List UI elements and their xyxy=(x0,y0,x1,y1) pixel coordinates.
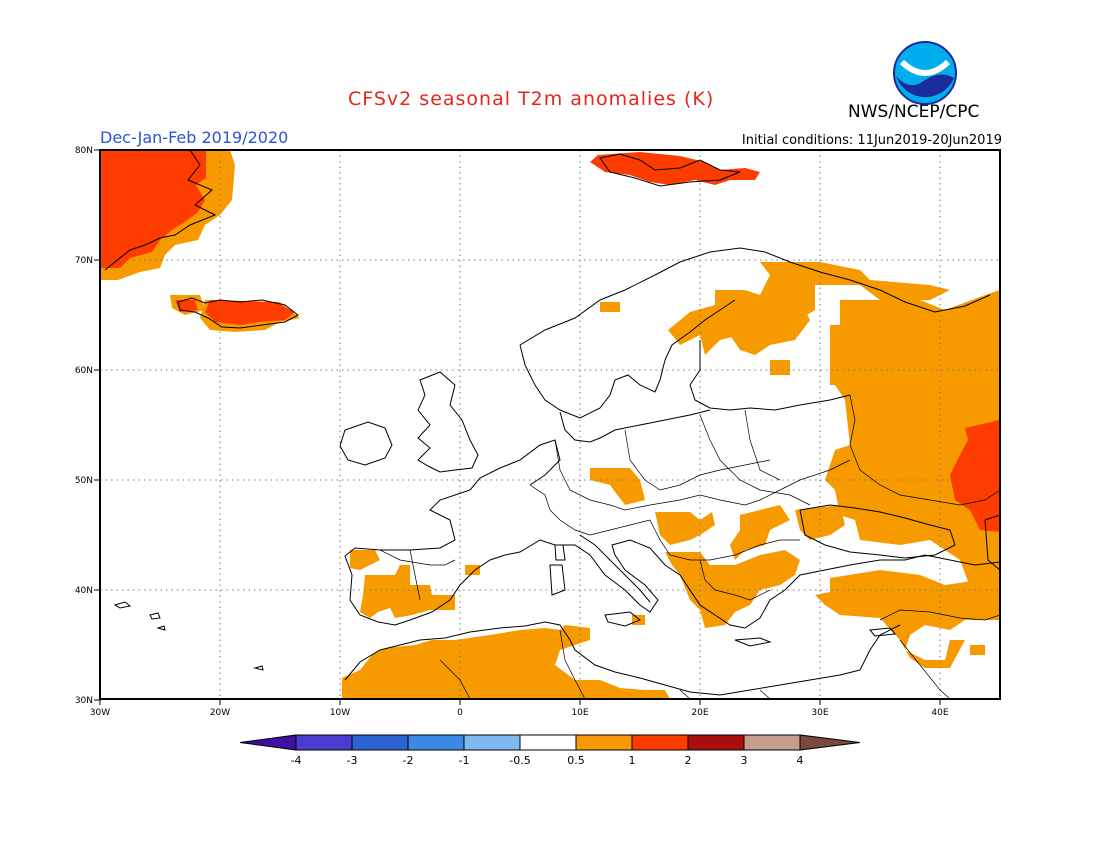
colorbar-tick-label: -0.5 xyxy=(509,754,530,767)
colorbar-cell xyxy=(519,734,577,751)
lat-label: 60N xyxy=(75,366,93,376)
coastlines xyxy=(104,150,1000,696)
colorbar-cell xyxy=(407,734,465,751)
colorbar-tick-label: 0.5 xyxy=(567,754,585,767)
lon-label: 30W xyxy=(90,708,110,718)
chart-title: CFSv2 seasonal T2m anomalies (K) xyxy=(348,88,715,110)
colorbar-cell xyxy=(351,734,409,751)
lon-label: 20E xyxy=(691,708,708,718)
lat-label: 50N xyxy=(75,476,93,486)
lon-label: 10W xyxy=(330,708,350,718)
lon-label: 40E xyxy=(931,708,948,718)
colorbar-tick-label: 1 xyxy=(629,754,636,767)
noaa-logo xyxy=(893,41,957,105)
lon-label: 0 xyxy=(457,708,463,718)
initial-conditions: Initial conditions: 11Jun2019-20Jun2019 xyxy=(741,133,1002,148)
lat-label: 70N xyxy=(75,256,93,266)
longitude-axis: 30W 20W 10W 0 10E 20E 30E 40E xyxy=(90,699,949,718)
colorbar-cell xyxy=(463,734,521,751)
lon-label: 10E xyxy=(571,708,588,718)
colorbar-tick-label: 3 xyxy=(741,754,748,767)
colorbar-tick-label: -4 xyxy=(291,754,302,767)
colorbar-tick-label: -1 xyxy=(459,754,470,767)
colorbar-tick-label: -3 xyxy=(347,754,358,767)
colorbar-cell xyxy=(295,734,353,751)
map-frame xyxy=(99,149,1001,700)
lat-label: 80N xyxy=(75,146,93,156)
lat-label: 30N xyxy=(75,696,93,706)
agency-label: NWS/NCEP/CPC xyxy=(848,102,980,122)
colorbar-cell xyxy=(687,734,745,751)
colorbar-cell xyxy=(743,734,801,751)
colorbar-cell xyxy=(631,734,689,751)
latitude-axis: 80N 70N 60N 50N 40N 30N xyxy=(75,146,100,706)
lat-label: 40N xyxy=(75,586,93,596)
map-gridlines xyxy=(100,150,1000,699)
colorbar-tick-label: -2 xyxy=(403,754,414,767)
colorbar-tick-label: 4 xyxy=(797,754,804,767)
colorbar-arrow-low xyxy=(239,734,297,751)
forecast-period: Dec-Jan-Feb 2019/2020 xyxy=(100,128,289,147)
colorbar-tick-label: 2 xyxy=(685,754,692,767)
lon-label: 30E xyxy=(811,708,828,718)
colorbar-cell xyxy=(575,734,633,751)
lon-label: 20W xyxy=(210,708,230,718)
colorbar-arrow-high xyxy=(799,734,861,751)
country-borders xyxy=(379,394,1000,699)
